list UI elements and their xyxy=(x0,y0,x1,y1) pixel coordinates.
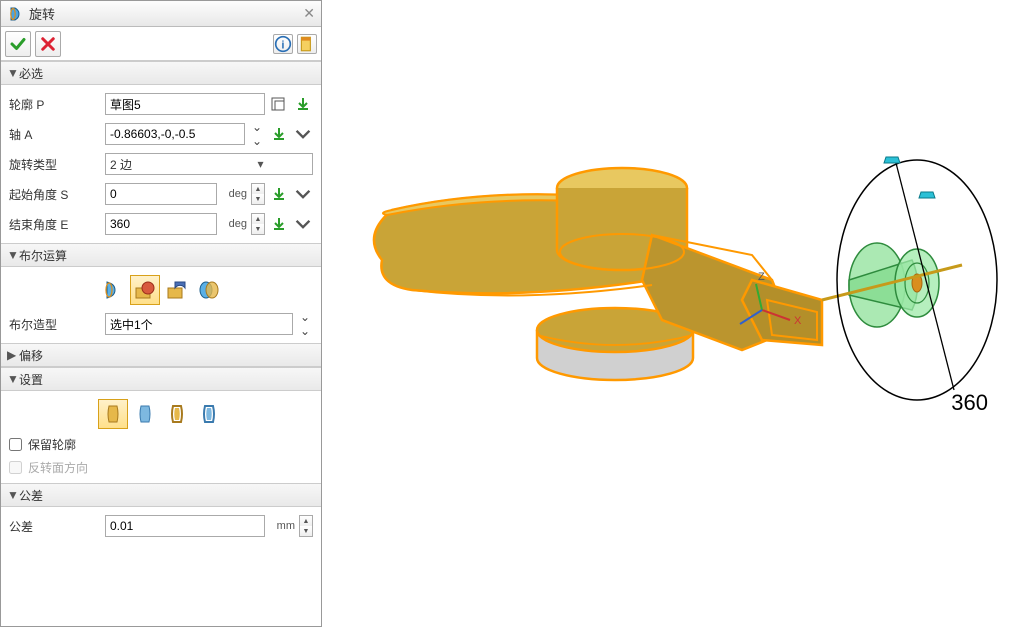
section-tolerance-label: 公差 xyxy=(19,487,43,504)
profile-list-icon[interactable] xyxy=(269,94,289,114)
svg-text:X: X xyxy=(794,315,802,327)
section-tolerance-header[interactable]: ▼ 公差 xyxy=(1,483,321,507)
settings-thin2-icon[interactable] xyxy=(194,399,224,429)
flip-face-row: 反转面方向 xyxy=(9,456,313,479)
chevron-down-icon: ▼ xyxy=(7,488,19,502)
end-angle-label: 结束角度 E xyxy=(9,216,101,233)
titlebar: 旋转 ✕ xyxy=(1,1,321,27)
axis-input[interactable] xyxy=(105,123,245,145)
settings-mode-strip xyxy=(9,395,313,433)
model-body xyxy=(374,168,822,380)
start-angle-dropdown-icon[interactable] xyxy=(293,184,313,204)
end-angle-dropdown-icon[interactable] xyxy=(293,214,313,234)
bool-shape-input[interactable] xyxy=(105,313,293,335)
end-angle-unit: deg xyxy=(221,218,247,230)
revolve-preview xyxy=(822,243,962,327)
section-offset-label: 偏移 xyxy=(19,347,43,364)
info-icon[interactable]: i xyxy=(273,34,293,54)
revolve-panel: 旋转 ✕ i ▼ 必选 轮廓 P 轴 A ⌄⌄ xyxy=(0,0,322,627)
revolve-type-value: 2 边 xyxy=(106,156,209,173)
tolerance-input[interactable] xyxy=(105,515,265,537)
axis-label: 轴 A xyxy=(9,126,101,143)
section-settings-body: 保留轮廓 反转面方向 xyxy=(1,391,321,483)
start-angle-input[interactable] xyxy=(105,183,217,205)
pin-icon[interactable] xyxy=(297,34,317,54)
cancel-button[interactable] xyxy=(35,31,61,57)
section-settings-label: 设置 xyxy=(19,371,43,388)
start-angle-unit: deg xyxy=(221,188,247,200)
chevron-right-icon: ▶ xyxy=(7,348,19,362)
flip-face-checkbox xyxy=(9,461,22,474)
axis-pick-icon[interactable] xyxy=(269,124,289,144)
revolve-icon xyxy=(7,6,23,22)
section-settings-header[interactable]: ▼ 设置 xyxy=(1,367,321,391)
end-angle-spinner[interactable]: ▲▼ xyxy=(251,213,265,235)
boolean-subtract-icon[interactable] xyxy=(162,275,192,305)
section-required-header[interactable]: ▼ 必选 xyxy=(1,61,321,85)
flip-face-label: 反转面方向 xyxy=(28,459,88,476)
boolean-intersect-icon[interactable] xyxy=(194,275,224,305)
bool-shape-label: 布尔造型 xyxy=(9,316,101,333)
section-boolean-body: 布尔造型 ⌄⌄ xyxy=(1,267,321,343)
3d-viewport[interactable]: X Z 360 xyxy=(322,0,1028,627)
revolve-type-select[interactable]: 2 边 ▾ xyxy=(105,153,313,175)
boolean-none-icon[interactable] xyxy=(98,275,128,305)
bool-shape-expand-icon[interactable]: ⌄⌄ xyxy=(297,313,313,335)
boolean-mode-strip xyxy=(9,271,313,309)
close-icon[interactable]: ✕ xyxy=(303,5,315,22)
chevron-down-icon: ▼ xyxy=(7,372,19,386)
svg-text:i: i xyxy=(281,39,284,51)
start-angle-spinner[interactable]: ▲▼ xyxy=(251,183,265,205)
settings-solid-icon[interactable] xyxy=(98,399,128,429)
profile-pick-icon[interactable] xyxy=(293,94,313,114)
section-required-body: 轮廓 P 轴 A ⌄⌄ 旋转类型 2 边 ▾ 起始角度 S deg ▲▼ xyxy=(1,85,321,243)
revolve-type-label: 旋转类型 xyxy=(9,156,101,173)
panel-toolbar: i xyxy=(1,27,321,61)
end-angle-input[interactable] xyxy=(105,213,217,235)
3d-scene: X Z xyxy=(322,0,1028,627)
panel-title: 旋转 xyxy=(29,4,303,23)
angle-readout: 360 xyxy=(951,390,988,416)
keep-profile-label: 保留轮廓 xyxy=(28,436,76,453)
end-angle-pick-icon[interactable] xyxy=(269,214,289,234)
chevron-down-icon: ▾ xyxy=(209,157,312,171)
svg-text:Z: Z xyxy=(758,271,765,283)
keep-profile-row: 保留轮廓 xyxy=(9,433,313,456)
tolerance-label: 公差 xyxy=(9,518,101,535)
chevron-down-icon: ▼ xyxy=(7,66,19,80)
profile-input[interactable] xyxy=(105,93,265,115)
ok-button[interactable] xyxy=(5,31,31,57)
tolerance-spinner[interactable]: ▲▼ xyxy=(299,515,313,537)
start-angle-label: 起始角度 S xyxy=(9,186,101,203)
boolean-add-icon[interactable] xyxy=(130,275,160,305)
section-offset-header[interactable]: ▶ 偏移 xyxy=(1,343,321,367)
profile-label: 轮廓 P xyxy=(9,96,101,113)
keep-profile-checkbox[interactable] xyxy=(9,438,22,451)
settings-surface-icon[interactable] xyxy=(130,399,160,429)
chevron-down-icon: ▼ xyxy=(7,248,19,262)
tolerance-unit: mm xyxy=(269,520,295,532)
axis-expand-icon[interactable]: ⌄⌄ xyxy=(249,123,265,145)
section-required-label: 必选 xyxy=(19,65,43,82)
start-angle-pick-icon[interactable] xyxy=(269,184,289,204)
section-boolean-header[interactable]: ▼ 布尔运算 xyxy=(1,243,321,267)
settings-thin1-icon[interactable] xyxy=(162,399,192,429)
section-boolean-label: 布尔运算 xyxy=(19,247,67,264)
section-tolerance-body: 公差 mm ▲▼ xyxy=(1,507,321,545)
axis-dropdown-icon[interactable] xyxy=(293,124,313,144)
